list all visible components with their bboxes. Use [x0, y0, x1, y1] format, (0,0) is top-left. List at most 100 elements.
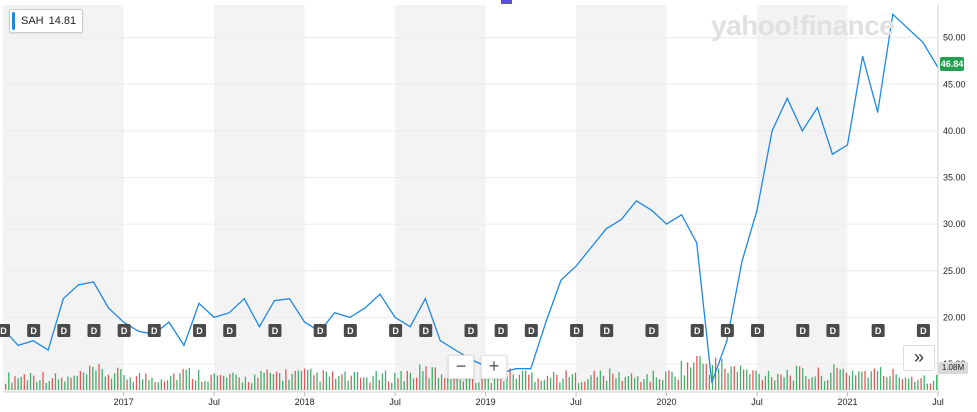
volume-bar	[643, 379, 645, 390]
volume-bar	[649, 381, 651, 390]
volume-bar	[534, 381, 536, 390]
dividend-marker	[389, 324, 403, 337]
volume-bar	[297, 370, 299, 390]
dividend-marker-label: D	[0, 326, 7, 336]
volume-bar	[310, 368, 312, 390]
price-point	[273, 300, 276, 302]
dividend-marker	[343, 324, 357, 337]
dividend-marker-label: D	[196, 326, 203, 336]
top-scroll-marker[interactable]	[501, 0, 512, 4]
volume-bar	[391, 382, 393, 390]
volume-bar	[356, 371, 359, 390]
dividend-marker	[27, 324, 41, 337]
volume-bar	[375, 371, 377, 390]
volume-bar	[861, 371, 863, 390]
volume-bar	[553, 371, 555, 390]
price-point	[334, 312, 336, 314]
volume-bar	[509, 368, 511, 390]
volume-bar	[331, 371, 334, 390]
y-tick-label: 35.00	[943, 173, 966, 183]
volume-bar	[465, 377, 468, 390]
volume-bar	[350, 375, 352, 390]
volume-bar	[54, 373, 57, 390]
price-point	[711, 382, 713, 384]
volume-bar	[549, 377, 552, 390]
price-point	[816, 106, 818, 109]
volume-bar	[409, 372, 412, 390]
volume-bar	[515, 378, 517, 390]
volume-bar	[160, 379, 162, 390]
volume-bar	[845, 372, 848, 390]
volume-bar	[422, 371, 424, 390]
ticker-symbol: SAH	[21, 15, 44, 27]
volume-bar	[633, 377, 636, 390]
expand-button[interactable]: »	[903, 345, 935, 371]
volume-bar	[82, 372, 85, 390]
volume-bar	[412, 378, 415, 390]
volume-bar	[584, 381, 586, 390]
volume-bar	[674, 376, 676, 390]
volume-bar	[556, 374, 558, 390]
current-price-badge: 46.84	[940, 57, 964, 71]
volume-bar	[104, 376, 106, 390]
price-point	[620, 218, 622, 221]
volume-bar	[571, 374, 573, 390]
zoom-in-button[interactable]: +	[481, 355, 507, 379]
volume-bar	[204, 381, 206, 390]
dividend-marker-label: D	[347, 326, 354, 336]
volume-bar	[366, 377, 368, 390]
volume-bar	[353, 371, 356, 390]
volume-bar	[232, 372, 234, 390]
volume-bar	[285, 369, 287, 390]
dividend-marker	[796, 324, 810, 337]
price-point	[741, 260, 743, 263]
volume-bar	[914, 381, 916, 390]
volume-bar	[138, 373, 141, 390]
price-point	[545, 321, 547, 323]
volume-value-badge: 1.08M	[938, 362, 968, 374]
volume-bar	[359, 377, 362, 390]
dividend-marker	[751, 324, 765, 337]
volume-bar	[176, 379, 178, 390]
volume-bar	[911, 376, 913, 390]
volume-bar	[113, 373, 116, 390]
volume-bar	[612, 373, 614, 390]
volume-bar	[89, 365, 91, 390]
volume-bar	[755, 370, 757, 390]
zoom-out-button[interactable]: −	[448, 355, 474, 379]
volume-bar	[64, 381, 66, 390]
price-point	[17, 344, 19, 346]
price-point	[138, 330, 140, 332]
volume-bar	[250, 383, 253, 390]
dividend-marker-label: D	[121, 326, 128, 336]
volume-bar	[562, 378, 564, 390]
volume-bar	[117, 367, 119, 390]
volume-bar	[870, 371, 872, 390]
price-point	[530, 368, 532, 370]
volume-bar	[447, 378, 449, 390]
volume-bar	[148, 380, 150, 390]
volume-bar	[487, 372, 489, 390]
volume-bar	[14, 376, 16, 390]
volume-bar	[683, 375, 686, 390]
volume-bar	[496, 373, 499, 390]
price-point	[635, 200, 637, 202]
volume-bar	[752, 370, 754, 390]
volume-bar	[163, 381, 166, 390]
volume-bar	[646, 374, 648, 390]
volume-bar	[154, 382, 156, 390]
volume-bar	[257, 377, 259, 390]
volume-bar	[120, 369, 122, 390]
volume-bar	[67, 376, 69, 390]
volume-bar	[627, 376, 630, 390]
volume-bar	[33, 375, 35, 390]
volume-bar	[721, 358, 723, 390]
dividend-marker-label: D	[30, 326, 37, 336]
volume-bar	[926, 383, 928, 390]
volume-bar	[820, 375, 823, 390]
volume-bar	[936, 374, 938, 390]
volume-bar	[693, 362, 695, 390]
volume-bar	[406, 370, 408, 390]
volume-bar	[444, 377, 446, 390]
